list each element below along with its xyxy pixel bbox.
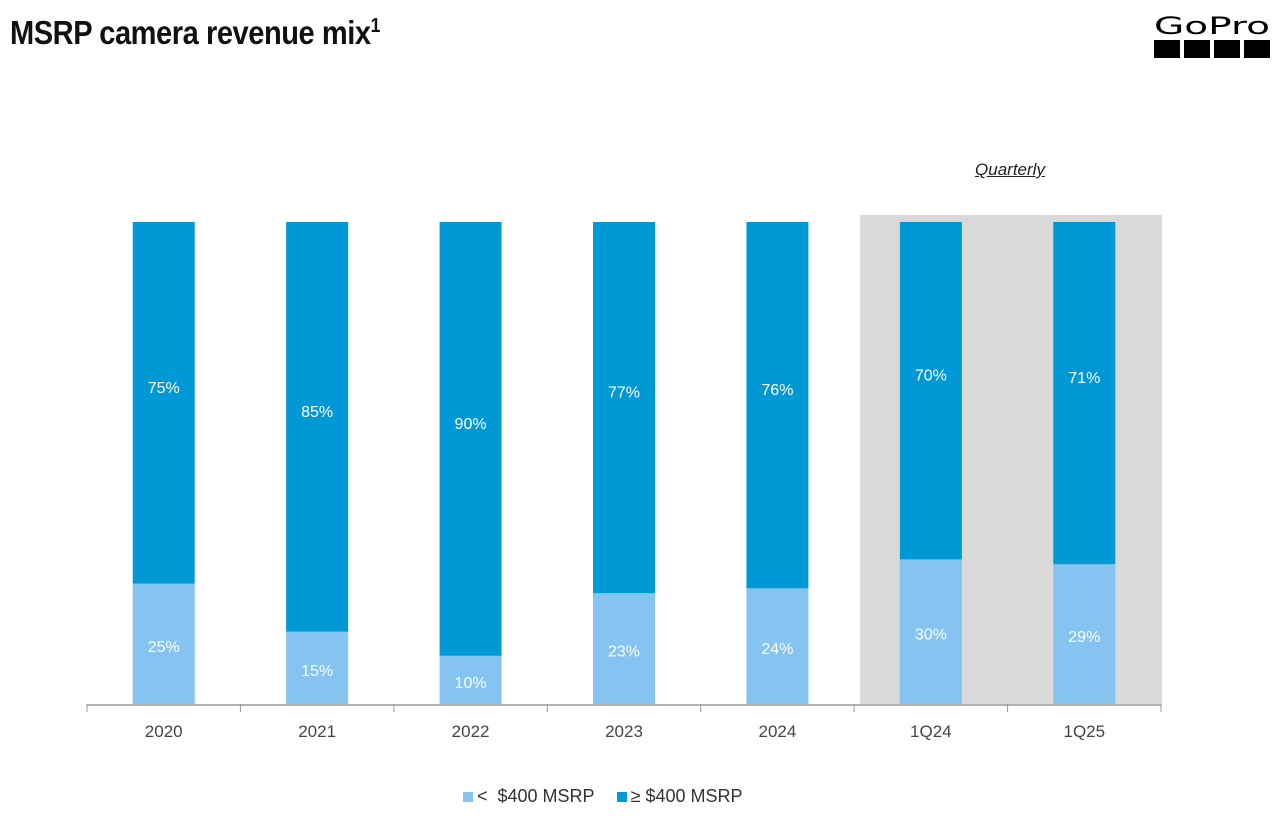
data-label: 25% (148, 639, 180, 656)
bar-segment (439, 655, 502, 704)
x-tick-label: 1Q25 (1063, 722, 1105, 741)
bar-segment (439, 222, 502, 656)
page-title: MSRP camera revenue mix1 (10, 14, 380, 51)
quarterly-label: Quarterly (975, 160, 1045, 179)
data-label: 70% (915, 368, 947, 385)
data-label: 24% (761, 641, 793, 658)
data-label: 15% (301, 663, 333, 680)
bar-segment (286, 631, 349, 704)
data-label: 29% (1068, 629, 1100, 646)
bar-segment (746, 588, 809, 704)
bar-segment (132, 583, 195, 704)
bar-segment (1053, 564, 1116, 704)
legend-swatch (616, 791, 627, 802)
data-label: 71% (1068, 370, 1100, 387)
legend-item-over-400: ≥ $400 MSRP (616, 786, 743, 807)
x-tick-label: 2021 (298, 722, 336, 741)
data-label: 10% (455, 675, 487, 692)
data-label: 75% (148, 380, 180, 397)
x-tick-label: 2022 (452, 722, 490, 741)
bar-segment (286, 222, 349, 632)
x-tick-label: 2020 (145, 722, 183, 741)
data-label: 90% (455, 416, 487, 433)
data-label: 23% (608, 644, 640, 661)
bar-segment (1053, 222, 1116, 565)
bar-segment (593, 593, 655, 704)
legend: < $400 MSRP ≥ $400 MSRP (463, 786, 743, 807)
data-label: 77% (608, 385, 640, 402)
svg-text:GoPro: GoPro (1154, 12, 1270, 40)
bar-segment (746, 222, 809, 589)
x-tick-label: 2024 (759, 722, 797, 741)
data-label: 85% (301, 404, 333, 421)
data-label: 76% (761, 382, 793, 399)
bar-segment (899, 559, 962, 704)
bar-segment (593, 222, 655, 594)
bar-segment (132, 222, 195, 584)
x-tick-label: 1Q24 (910, 722, 952, 741)
data-label: 30% (915, 627, 947, 644)
bar-segment (899, 222, 962, 560)
x-tick-label: 2023 (605, 722, 643, 741)
gopro-logo: GoPro (1154, 12, 1270, 58)
legend-item-under-400: < $400 MSRP (463, 786, 595, 807)
legend-swatch (463, 791, 473, 802)
